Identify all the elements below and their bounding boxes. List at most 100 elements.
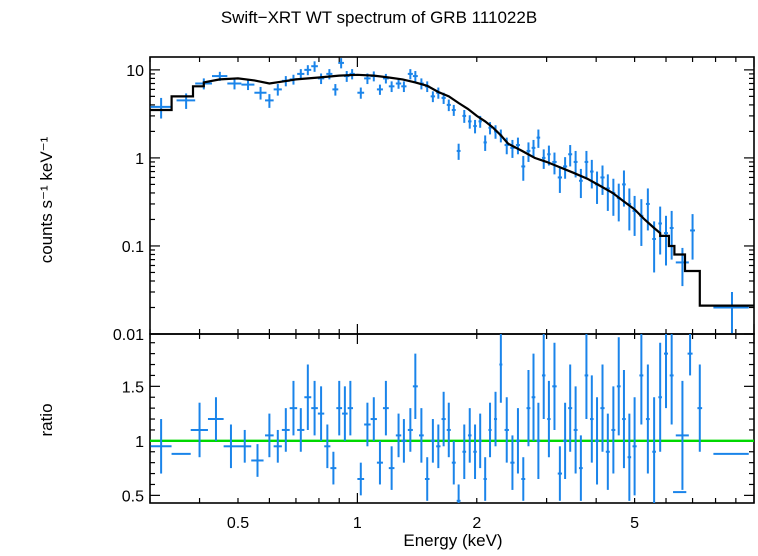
ratio-point [324,424,331,469]
ratio-point [536,402,541,480]
ratio-point [462,424,467,480]
spectrum-point [584,150,589,178]
spectrum-point [611,178,616,216]
ratio-point [370,397,377,441]
ratio-point [347,380,354,436]
spectrum-point [557,166,562,193]
spectrum-point [600,165,605,195]
spectrum-point [430,91,436,103]
spectrum-point [552,152,557,175]
ratio-point [663,334,669,409]
chart-title: Swift−XRT WT spectrum of GRB 111022B [220,8,538,27]
spectrum-point [395,78,402,89]
spectrum-point [150,97,172,119]
ratio-point [441,391,446,447]
spectrum-point [388,81,395,93]
spectrum-point [265,94,274,108]
ratio-point [376,440,383,485]
ratio-point [687,334,693,376]
x-axis-label: Energy (keV) [403,531,503,550]
spectrum-point [462,110,467,123]
spectrum-point [456,143,461,160]
ratio-point [557,446,562,501]
spectrum-point [332,84,339,96]
spectrum-point [515,137,520,155]
spectrum-point [317,73,325,85]
ratio-point [616,337,621,436]
ratio-y-tick-label: 1 [135,434,144,451]
ratio-point [424,457,430,501]
ratio-point [675,380,689,490]
ratio-point [632,397,637,496]
ratio-point [382,380,389,436]
ratio-point [578,435,583,501]
ratio-point [304,364,312,430]
x-tick-label: 5 [630,515,639,532]
spectrum-panel: 10 1 0.1 0.01 [113,56,755,344]
spectrum-point [297,69,305,80]
spectrum-point [531,139,536,158]
ratio-point [541,334,546,420]
spectrum-point [616,183,621,222]
ratio-point [531,353,536,441]
spectrum-point [605,174,610,211]
ratio-point [401,419,407,463]
spectrum-point [254,86,267,100]
ratio-point [418,408,424,463]
ratio-point [395,413,402,458]
spectrum-point [241,79,255,91]
ratio-y-tick-label: 1.5 [122,379,144,396]
spectrum-point [541,149,546,169]
ratio-point [622,369,626,469]
spectrum-point [521,156,526,181]
ratio-point [281,408,290,452]
ratio-point [342,386,348,441]
ratio-point [605,413,610,490]
spectrum-point [382,73,389,84]
spectrum-point [304,65,312,76]
ratio-point [504,397,509,463]
ratio-panel: 0.5 1 2 5 0.5 1 1.5 [122,333,755,532]
ratio-point [547,380,551,458]
spectrum-point [357,87,365,99]
ratio-point [357,462,365,496]
ratio-point [412,353,418,420]
spectrum-y-tick-label: 10 [126,63,144,80]
ratio-point [645,364,650,474]
spectrum-point [401,81,407,93]
spectrum-point [451,104,456,116]
ratio-point [251,444,264,477]
spectrum-point [578,168,583,199]
ratio-point [317,386,325,441]
ratio-point [436,424,441,469]
ratio-point [658,342,662,452]
ratio-point [652,397,656,503]
ratio-point [669,334,674,425]
spectrum-point [467,115,472,129]
ratio-point [456,484,461,503]
spectrum-point [526,142,531,162]
ratio-point [388,446,395,490]
x-tick-label: 0.5 [227,515,249,532]
ratio-point [364,402,371,447]
ratio-point [407,408,413,452]
spectrum-point [627,188,632,231]
ratio-point [483,457,487,501]
ratio-point [573,386,578,474]
spectrum-point [407,69,413,80]
spectrum-point [536,129,541,148]
ratio-point [611,386,616,474]
ratio-point [515,408,520,474]
ratio-point [265,413,274,458]
ratio-point [467,408,472,463]
spectrum-point [658,206,662,255]
ratio-data [150,334,754,503]
ratio-point [510,435,515,490]
spectrum-y-tick-label: 0.1 [122,239,144,256]
spectrum-point [639,199,644,246]
spectrum-point [652,221,656,273]
ratio-point [150,419,172,474]
spectrum-point [473,119,477,134]
ratio-point [311,380,318,436]
